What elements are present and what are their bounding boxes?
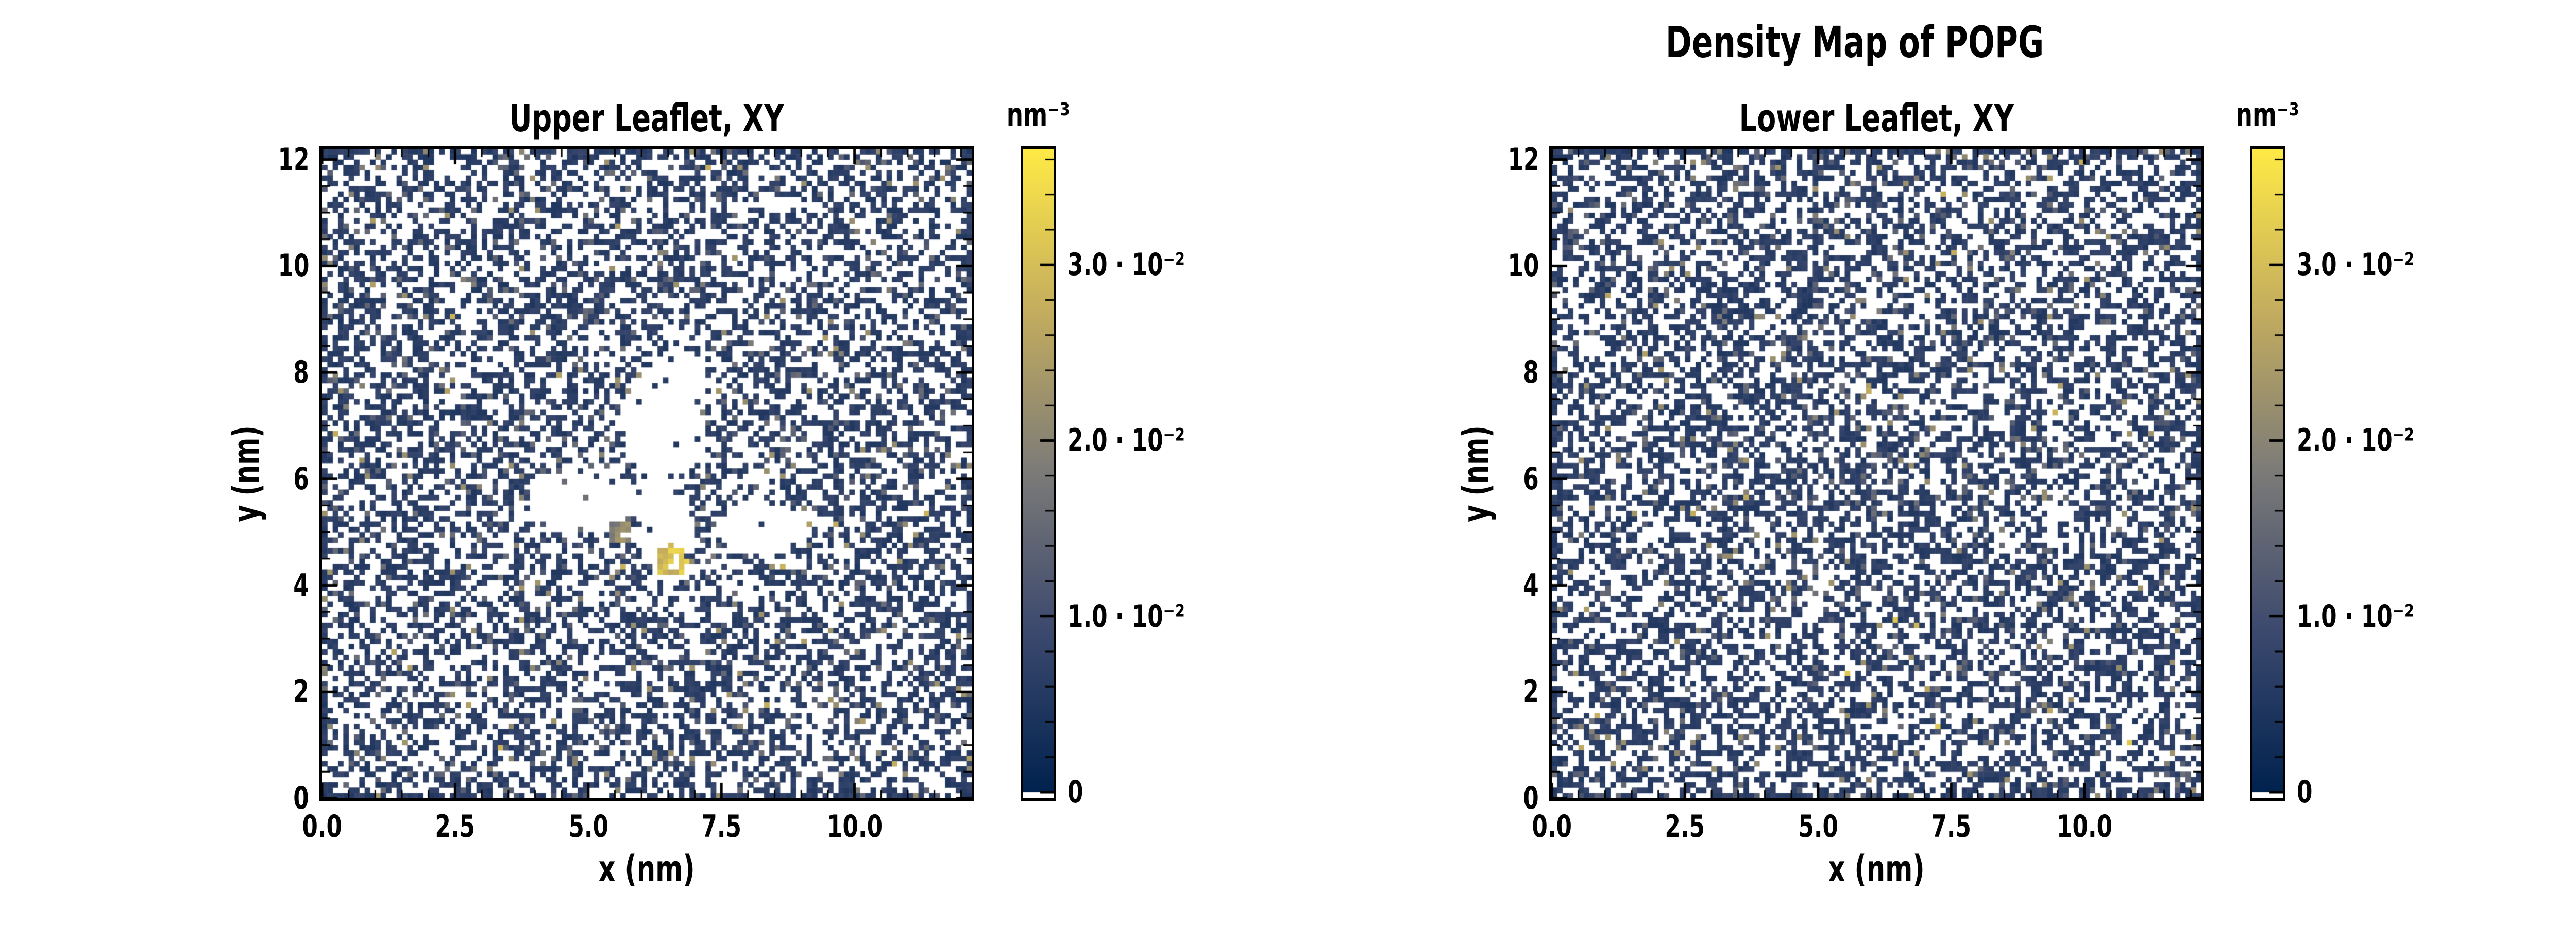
tick-label: 0 [1523,780,1539,816]
tick-label: 7.5 [701,809,741,845]
colorbar-canvas [1023,149,1054,798]
tick-label: 2.0 · 10⁻² [2297,422,2414,459]
tick-label: 8 [1523,354,1539,391]
panel-title-lower-leaflet: Lower Leaflet, XY [1739,96,2014,141]
panel-title-upper-leaflet: Upper Leaflet, XY [509,96,785,141]
x-axis-label: x (nm) [598,848,696,890]
tick-label: 6 [1523,460,1539,497]
tick-label: 0.0 [302,809,342,845]
tick-label: 2.0 · 10⁻² [1067,422,1185,459]
tick-label: 2 [293,674,309,710]
tick-label: 10 [1507,248,1539,284]
tick-label: 1.0 · 10⁻² [1067,598,1185,634]
tick-label: 12 [1507,141,1539,178]
tick-label: 0 [1067,774,1083,810]
tick-label: 0 [293,780,309,816]
tick-label: 8 [293,354,309,391]
tick-label: 10.0 [2056,809,2112,845]
tick-label: 2 [1523,674,1539,710]
tick-label: 0.0 [1532,809,1572,845]
tick-label: 10.0 [826,809,883,845]
colorbar-canvas [2252,149,2283,798]
x-axis-label: x (nm) [1828,848,1925,890]
tick-label: 3.0 · 10⁻² [1067,247,1185,283]
tick-label: 1.0 · 10⁻² [2297,598,2414,634]
tick-label: 5.0 [1798,809,1838,845]
density-heatmap-canvas-lower-leaflet [1552,149,2201,798]
tick-label: 2.5 [1665,809,1705,845]
tick-label: 4 [1523,567,1539,604]
colorbar-unit-label: nm⁻³ [1006,96,1071,133]
tick-label: 5.0 [568,809,608,845]
tick-label: 10 [278,248,309,284]
tick-label: 12 [278,141,309,178]
colorbar-unit-label: nm⁻³ [2235,96,2300,133]
tick-label: 6 [293,460,309,497]
tick-label: 7.5 [1931,809,1971,845]
y-axis-label: z (nm) [2562,453,2576,494]
tick-label: 2.5 [435,809,476,845]
tick-label: 3.0 · 10⁻² [2297,247,2414,283]
tick-label: 0 [2297,774,2313,810]
tick-label: 4 [293,567,309,604]
density-heatmap-canvas-upper-leaflet [322,149,972,798]
figure-title: Density Map of POPG [1665,17,2044,67]
